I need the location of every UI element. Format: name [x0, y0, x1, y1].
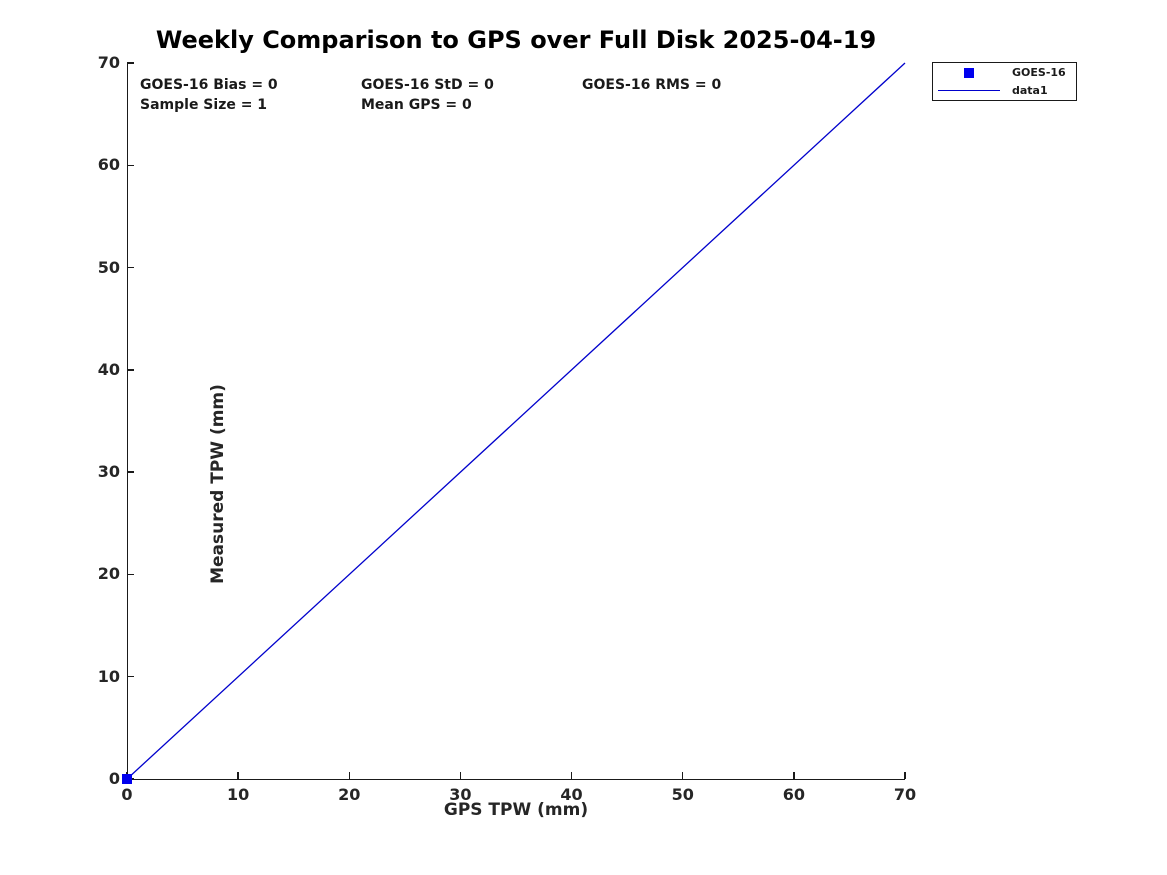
stat-std: GOES-16 StD = 0: [361, 77, 494, 93]
y-tick: [127, 164, 134, 166]
x-tick-label: 20: [338, 785, 361, 804]
y-tick-label: 60: [97, 155, 120, 175]
legend-square-marker-icon: [964, 67, 974, 78]
y-tick-label: 10: [97, 666, 120, 686]
x-axis-label: GPS TPW (mm): [443, 800, 589, 820]
x-tick: [904, 772, 906, 779]
y-tick: [127, 369, 134, 371]
y-tick-label: 70: [97, 53, 120, 72]
x-tick-label: 0: [121, 785, 133, 804]
stat-rms: GOES-16 RMS = 0: [582, 77, 722, 93]
legend-line-sample-icon: [938, 89, 1000, 92]
chart-title: Weekly Comparison to GPS over Full Disk …: [155, 26, 877, 54]
stat-bias: GOES-16 Bias = 0: [140, 77, 278, 93]
y-tick-label: 40: [97, 359, 120, 379]
x-tick: [570, 772, 573, 779]
y-tick-label: 50: [97, 257, 120, 277]
legend-swatch: [933, 89, 1005, 92]
y-tick-label: 0: [108, 769, 120, 788]
legend-entry-data1: data1: [933, 82, 1076, 100]
data-point-marker: [122, 774, 132, 784]
x-tick-label: 60: [782, 785, 805, 804]
y-tick: [127, 62, 134, 64]
x-tick: [237, 772, 239, 779]
stat-sample-size: Sample Size = 1: [140, 97, 268, 113]
legend: GOES-16 data1: [932, 62, 1077, 101]
x-tick: [793, 772, 795, 779]
y-tick-label: 20: [97, 564, 120, 584]
x-tick: [459, 772, 462, 779]
y-axis-line: [127, 63, 129, 780]
legend-entry-goes16: GOES-16: [933, 64, 1076, 82]
x-tick-label: 70: [893, 785, 917, 804]
chart-canvas: [122, 62, 906, 784]
x-tick-label: 40: [560, 785, 583, 804]
x-axis-line: [127, 779, 905, 781]
y-tick: [127, 573, 134, 576]
x-tick-label: 10: [227, 785, 250, 804]
x-tick-label: 30: [449, 785, 472, 804]
y-tick: [127, 266, 134, 269]
stat-mean-gps: Mean GPS = 0: [361, 97, 472, 113]
y-tick-label: 30: [97, 462, 120, 482]
legend-label-data1: data1: [1012, 84, 1048, 97]
legend-swatch: [933, 67, 1005, 78]
x-tick: [682, 772, 684, 779]
plot-area: GPS TPW (mm) Measured TPW (mm) 0 10 20 30 40…: [98, 53, 916, 820]
y-tick: [127, 471, 134, 473]
identity-line: [126, 62, 906, 780]
y-tick: [127, 676, 134, 678]
x-tick: [348, 772, 350, 779]
legend-label-goes16: GOES-16: [1012, 66, 1066, 79]
x-tick-label: 50: [671, 785, 694, 804]
